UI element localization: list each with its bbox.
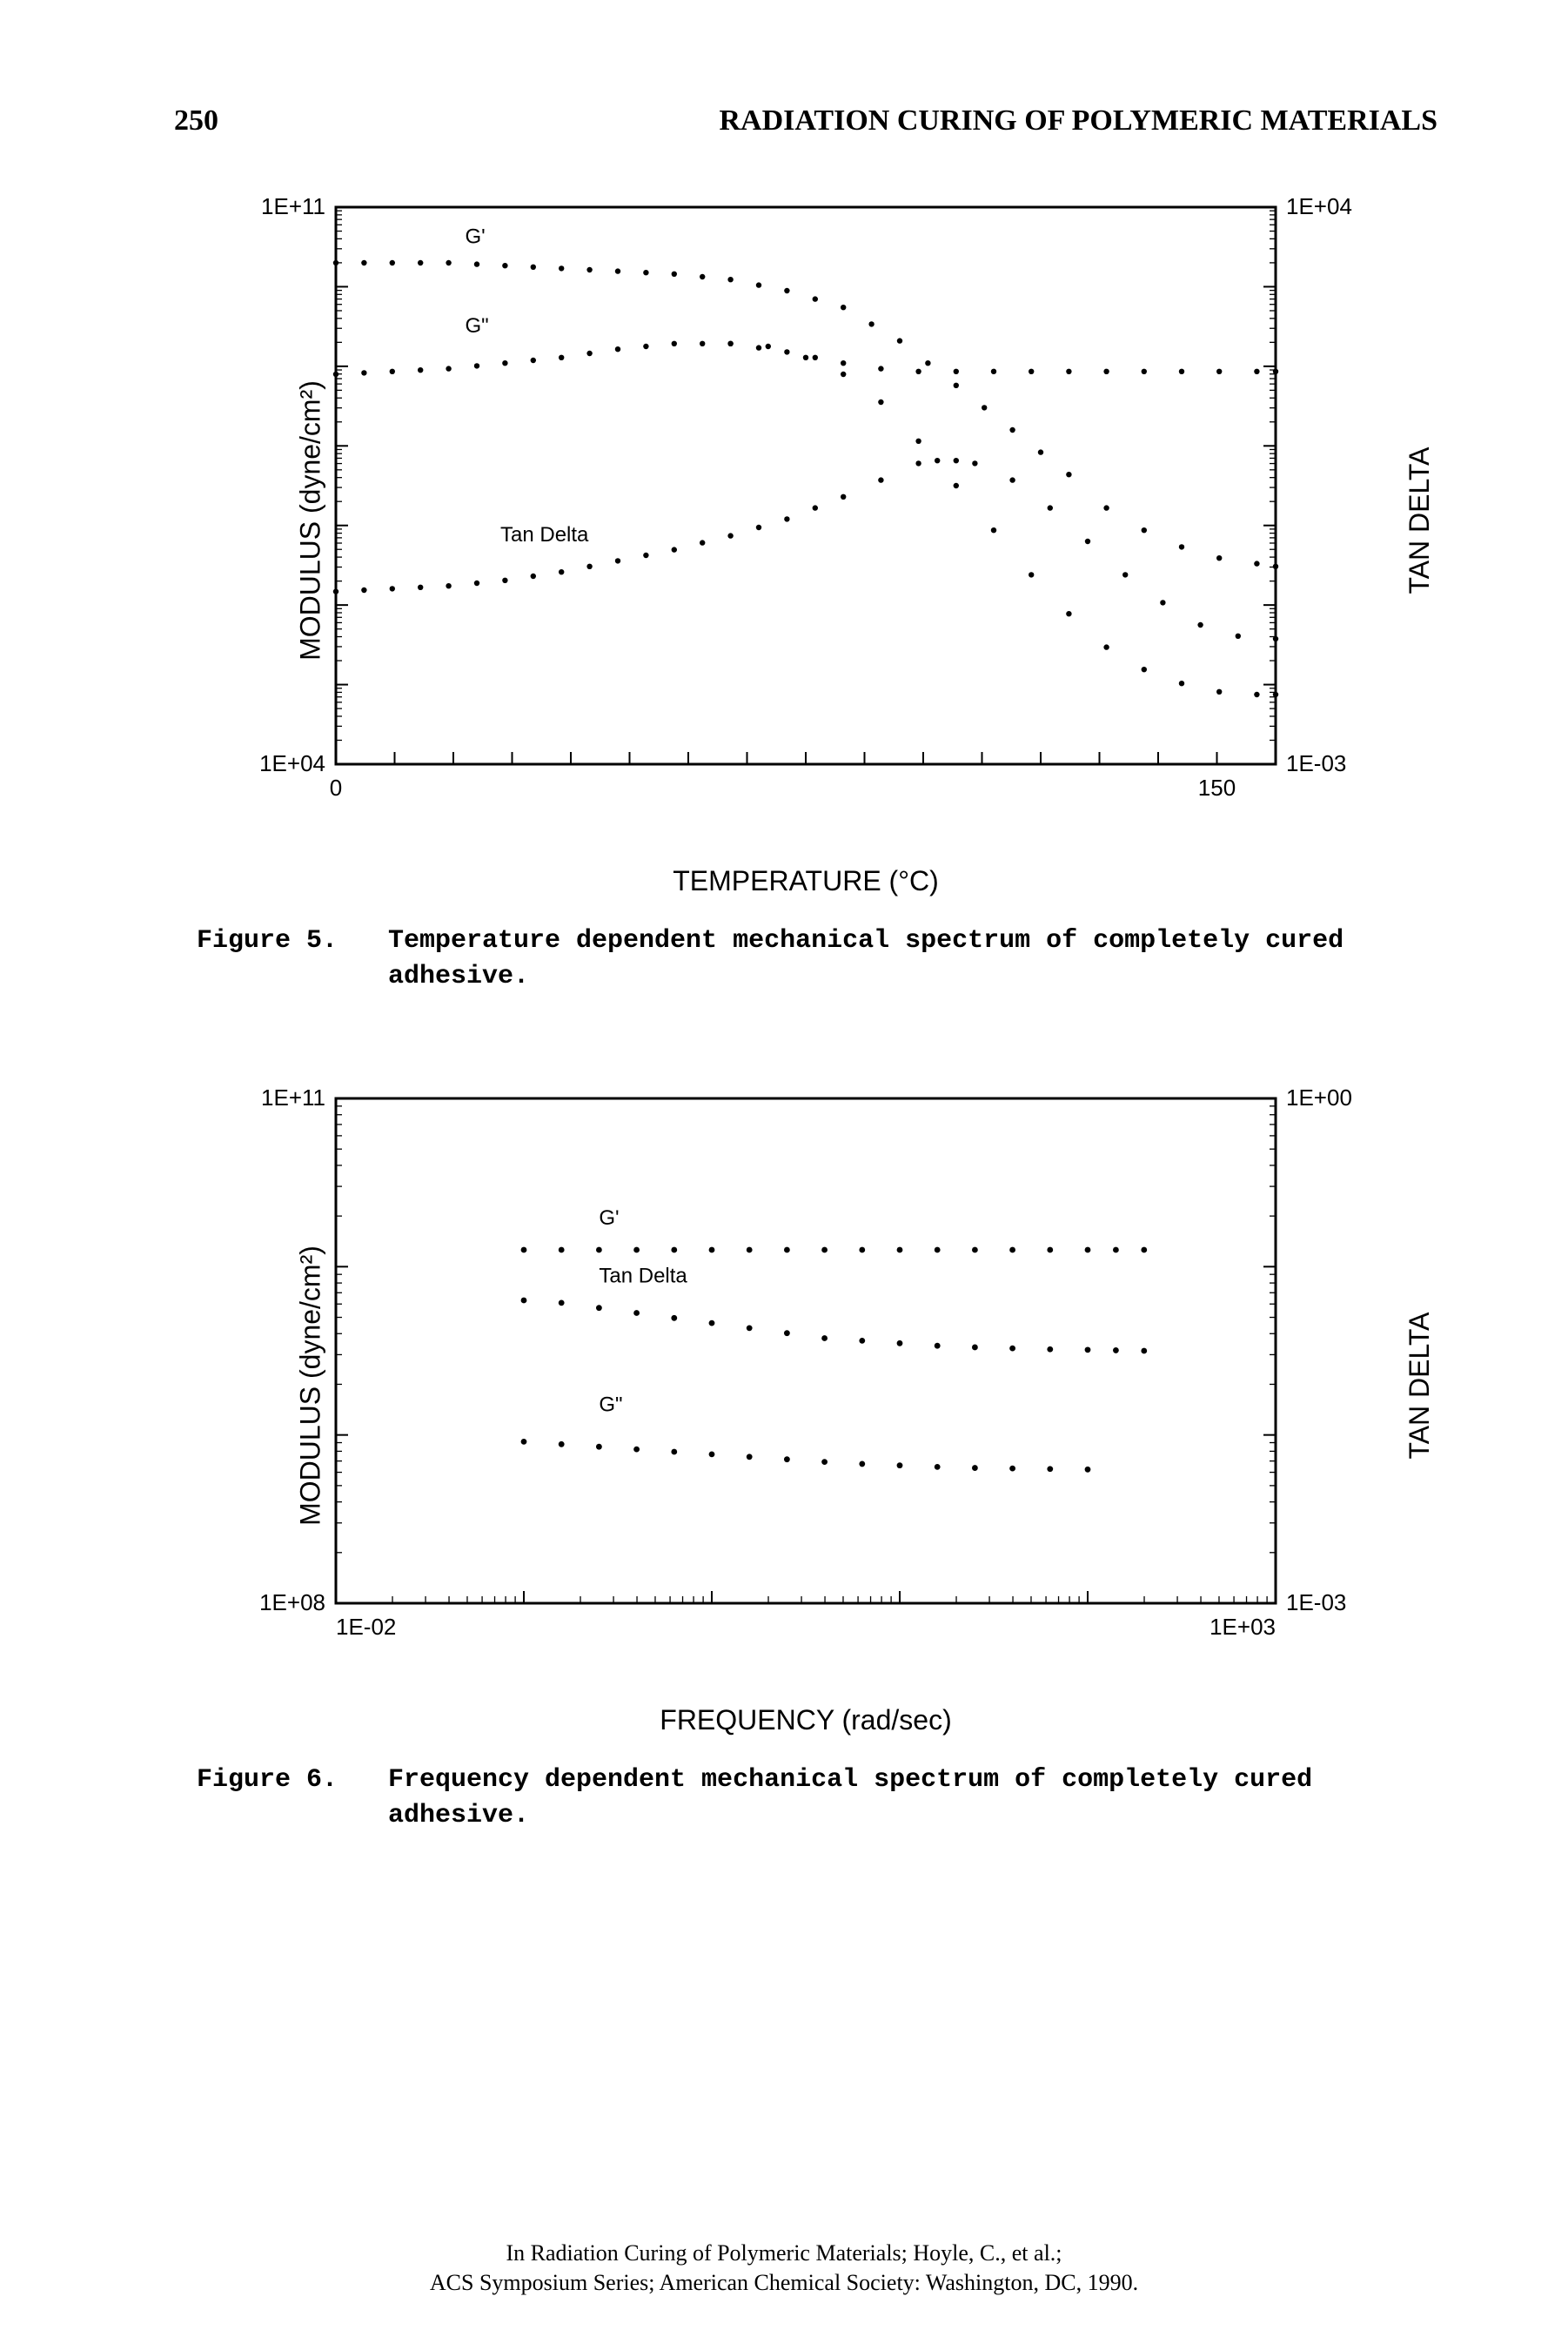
fig5-caption-label: Figure 5. <box>197 923 388 994</box>
svg-text:1E+00: 1E+00 <box>1286 1084 1352 1111</box>
svg-text:1E+03: 1E+03 <box>1210 1614 1276 1640</box>
page-footer: In Radiation Curing of Polymeric Materia… <box>0 2239 1568 2298</box>
footer-line-1: In Radiation Curing of Polymeric Materia… <box>0 2239 1568 2268</box>
page-number: 250 <box>174 104 218 138</box>
fig6-caption-text: Frequency dependent mechanical spectrum … <box>388 1762 1415 1833</box>
fig6-chart: 1E+11 1E+08 1E+00 1E-03 1E-02 1E+03 G' Tan Delt… <box>249 1081 1380 1673</box>
svg-text:150: 150 <box>1198 775 1236 801</box>
svg-text:G': G' <box>466 225 486 249</box>
fig5-xlabel: TEMPERATURE (°C) <box>197 865 1415 897</box>
fig5-caption: Figure 5. Temperature dependent mechanic… <box>197 923 1415 994</box>
svg-text:G": G" <box>599 1393 622 1417</box>
fig6-caption-label: Figure 6. <box>197 1762 388 1833</box>
fig5-caption-text: Temperature dependent mechanical spectru… <box>388 923 1415 994</box>
footer-line-2: ACS Symposium Series; American Chemical … <box>0 2268 1568 2298</box>
figure-5: MODULUS (dyne/cm²) TAN DELTA 1E+111E+041… <box>197 190 1415 994</box>
fig6-xlabel: FREQUENCY (rad/sec) <box>197 1704 1415 1736</box>
svg-text:0: 0 <box>330 775 342 801</box>
svg-text:1E-03: 1E-03 <box>1286 1589 1346 1615</box>
fig5-chart: 1E+11 1E+04 1E+04 1E-03 0 150 G' G" Tan Delta <box>249 190 1380 834</box>
figure-6: MODULUS (dyne/cm²) TAN DELTA 1E+111E+081… <box>197 1081 1415 1833</box>
fig6-ylabel-right: TAN DELTA <box>1404 1313 1436 1460</box>
svg-text:1E+11: 1E+11 <box>261 193 325 219</box>
running-title: RADIATION CURING OF POLYMERIC MATERIALS <box>719 104 1437 138</box>
svg-text:1E-03: 1E-03 <box>1286 750 1346 776</box>
fig5-ylabel-right: TAN DELTA <box>1404 447 1436 594</box>
svg-text:1E+04: 1E+04 <box>1286 193 1352 219</box>
svg-text:1E+11: 1E+11 <box>261 1084 325 1111</box>
svg-text:Tan Delta: Tan Delta <box>500 523 589 547</box>
svg-text:1E-02: 1E-02 <box>336 1614 396 1640</box>
svg-text:G': G' <box>599 1206 619 1230</box>
svg-text:1E+04: 1E+04 <box>259 750 325 776</box>
svg-text:G": G" <box>466 314 489 338</box>
fig5-ylabel-left: MODULUS (dyne/cm²) <box>294 380 326 661</box>
svg-text:1E+08: 1E+08 <box>259 1589 325 1615</box>
svg-text:Tan Delta: Tan Delta <box>599 1265 687 1288</box>
fig6-ylabel-left: MODULUS (dyne/cm²) <box>294 1246 326 1526</box>
fig6-caption: Figure 6. Frequency dependent mechanical… <box>197 1762 1415 1833</box>
